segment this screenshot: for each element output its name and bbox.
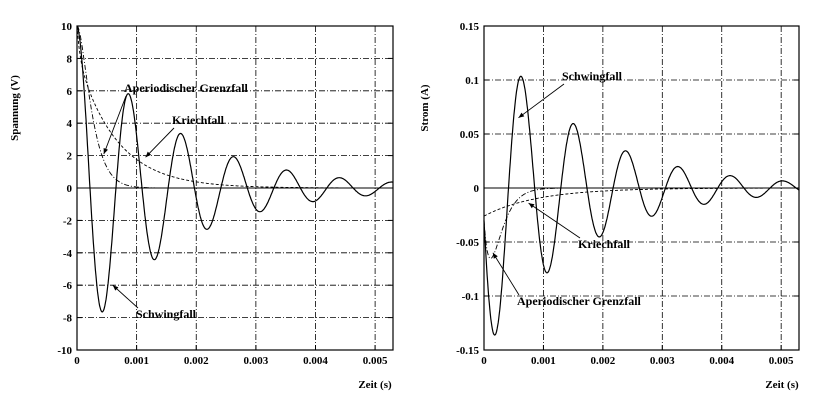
y-tick-label: -4 (63, 248, 73, 260)
y-tick-label: 10 (61, 21, 73, 33)
x-tick-label: 0.005 (769, 355, 794, 367)
annotation-arrow (518, 83, 565, 119)
annotation-label: Kriechfall (578, 237, 631, 251)
y-tick-label: -0.05 (456, 237, 479, 249)
y-tick-label: 0.1 (465, 75, 479, 87)
y-tick-label: -0.1 (462, 291, 479, 303)
y-tick-label: 0 (474, 183, 480, 195)
annotation-arrowhead (112, 285, 119, 291)
y-tick-label: -2 (63, 215, 73, 227)
annotation-arrow (492, 252, 520, 296)
y-tick-label: 0.05 (460, 129, 480, 141)
x-tick-label: 0 (481, 355, 487, 367)
annotation-arrow (528, 202, 581, 239)
y-tick-label: 6 (67, 86, 73, 98)
annotation-arrowhead (528, 203, 535, 209)
annotation-label: Kriechfall (172, 113, 225, 127)
annotation-label: Aperiodischer Grenzfall (124, 81, 249, 95)
annotation-arrow (145, 127, 175, 158)
x-tick-label: 0.002 (184, 355, 209, 367)
y-tick-label: 8 (67, 53, 73, 65)
annotation-arrowhead (492, 252, 498, 259)
annotation-label: Schwingfall (562, 69, 623, 83)
annotation-arrowhead (145, 151, 152, 158)
series-line-aperiodischer-grenzfall (76, 25, 393, 189)
y-tick-label: 2 (67, 151, 73, 163)
x-tick-label: 0.002 (590, 355, 615, 367)
y-axis-label: Strom (A) (419, 84, 431, 131)
voltage-chart: -10 -8 -6 -4 -2 0 2 4 6 8 10 0 0.001 0.002 0.003 0.004 0… (9, 21, 394, 391)
y-tick-label: 4 (67, 118, 73, 130)
x-axis-label: Zeit (s) (358, 379, 392, 391)
y-tick-label: 0 (67, 183, 73, 195)
x-tick-label: 0.001 (124, 355, 149, 367)
annotation-arrowhead (103, 148, 108, 154)
annotation-label: Schwingfall (136, 307, 197, 321)
annotation-label: Aperiodischer Grenzfall (517, 294, 642, 308)
annotation-arrow (103, 95, 127, 155)
x-tick-label: 0.004 (709, 355, 734, 367)
y-tick-label: -6 (63, 280, 73, 292)
annotation-arrowhead (518, 112, 525, 118)
x-tick-label: 0.005 (363, 355, 388, 367)
x-axis-label: Zeit (s) (765, 379, 799, 391)
series-line-kriechfall (483, 187, 799, 217)
series-line-schwingfall (76, 25, 393, 313)
series-line-kriechfall (76, 25, 393, 189)
x-tick-label: 0.003 (650, 355, 675, 367)
series-line-aperiodischer-grenzfall (483, 187, 799, 259)
y-tick-label: -0.15 (456, 345, 479, 357)
x-tick-label: 0.004 (303, 355, 328, 367)
current-chart: -0.15 -0.1 -0.05 0 0.05 0.1 0.15 0 0.001 0.002 0.0… (419, 21, 800, 391)
y-tick-label: 0.15 (460, 21, 480, 33)
y-axis-label: Spannung (V) (9, 75, 21, 141)
annotation-arrow (112, 284, 139, 309)
y-tick-label: -10 (57, 345, 72, 357)
x-tick-label: 0.003 (243, 355, 268, 367)
y-tick-label: -8 (63, 313, 73, 325)
x-tick-label: 0 (74, 355, 80, 367)
x-tick-label: 0.001 (531, 355, 556, 367)
